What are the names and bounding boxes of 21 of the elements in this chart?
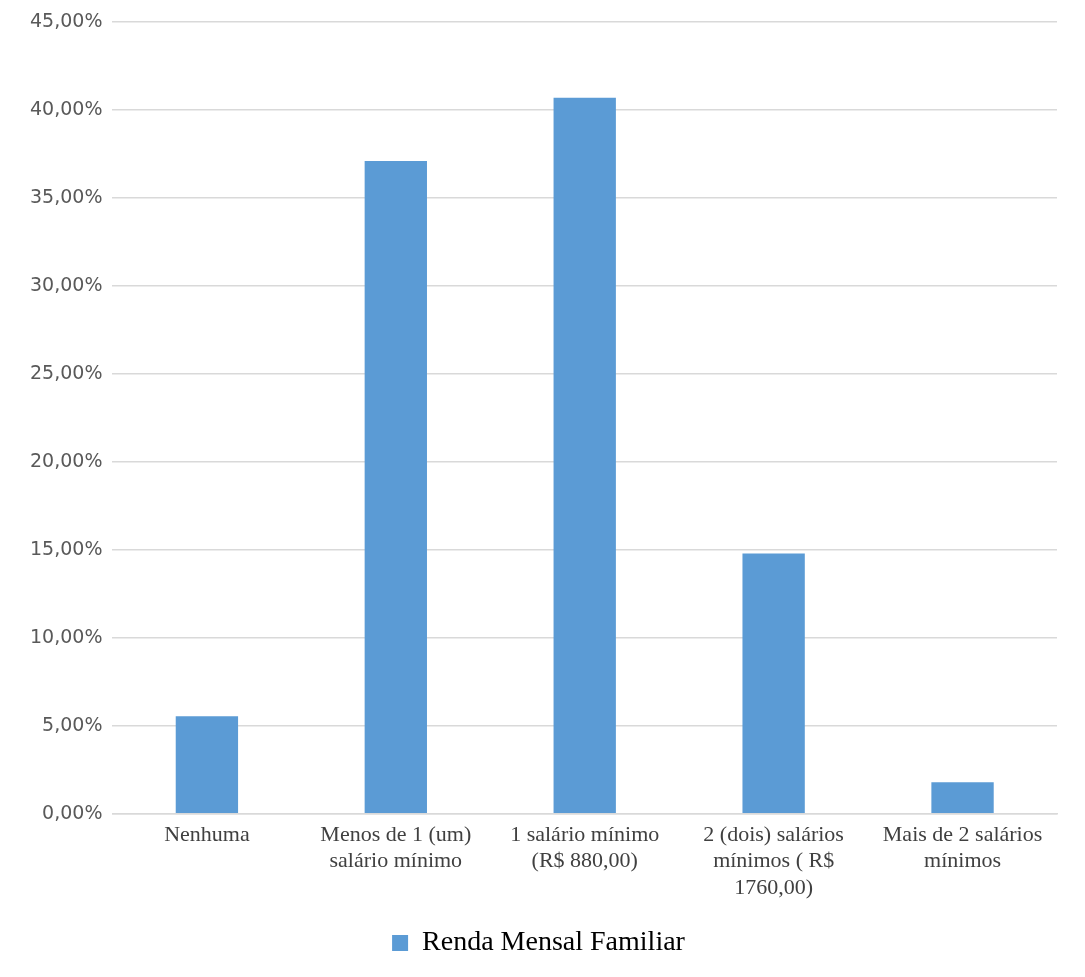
y-tick-label: 25,00% bbox=[29, 360, 103, 383]
bar bbox=[742, 553, 805, 814]
y-tick-label: 10,00% bbox=[29, 624, 103, 647]
x-tick-label: 1 salário mínimo (R$ 880,00) bbox=[510, 820, 660, 873]
y-tick-label: 0,00% bbox=[42, 800, 103, 823]
y-tick-label: 40,00% bbox=[29, 96, 103, 119]
bar bbox=[931, 782, 994, 814]
x-tick-label: Menos de 1 (um) salário mínimo bbox=[320, 820, 472, 873]
bar bbox=[364, 161, 427, 814]
x-tick-label: Nenhuma bbox=[164, 820, 250, 846]
y-tick-label: 30,00% bbox=[29, 272, 103, 295]
y-tick-label: 5,00% bbox=[42, 712, 103, 735]
y-tick-label: 35,00% bbox=[29, 184, 103, 207]
x-tick-label: 2 (dois) salários mínimos ( R$ 1760,00) bbox=[703, 820, 844, 899]
y-tick-label: 45,00% bbox=[29, 8, 103, 31]
bar bbox=[553, 97, 616, 814]
legend-label: Renda Mensal Familiar bbox=[422, 925, 686, 957]
bar bbox=[175, 716, 239, 814]
x-tick-label: Mais de 2 salários mínimos bbox=[882, 820, 1043, 873]
y-tick-label: 15,00% bbox=[29, 536, 103, 559]
y-tick-label: 20,00% bbox=[29, 448, 103, 471]
